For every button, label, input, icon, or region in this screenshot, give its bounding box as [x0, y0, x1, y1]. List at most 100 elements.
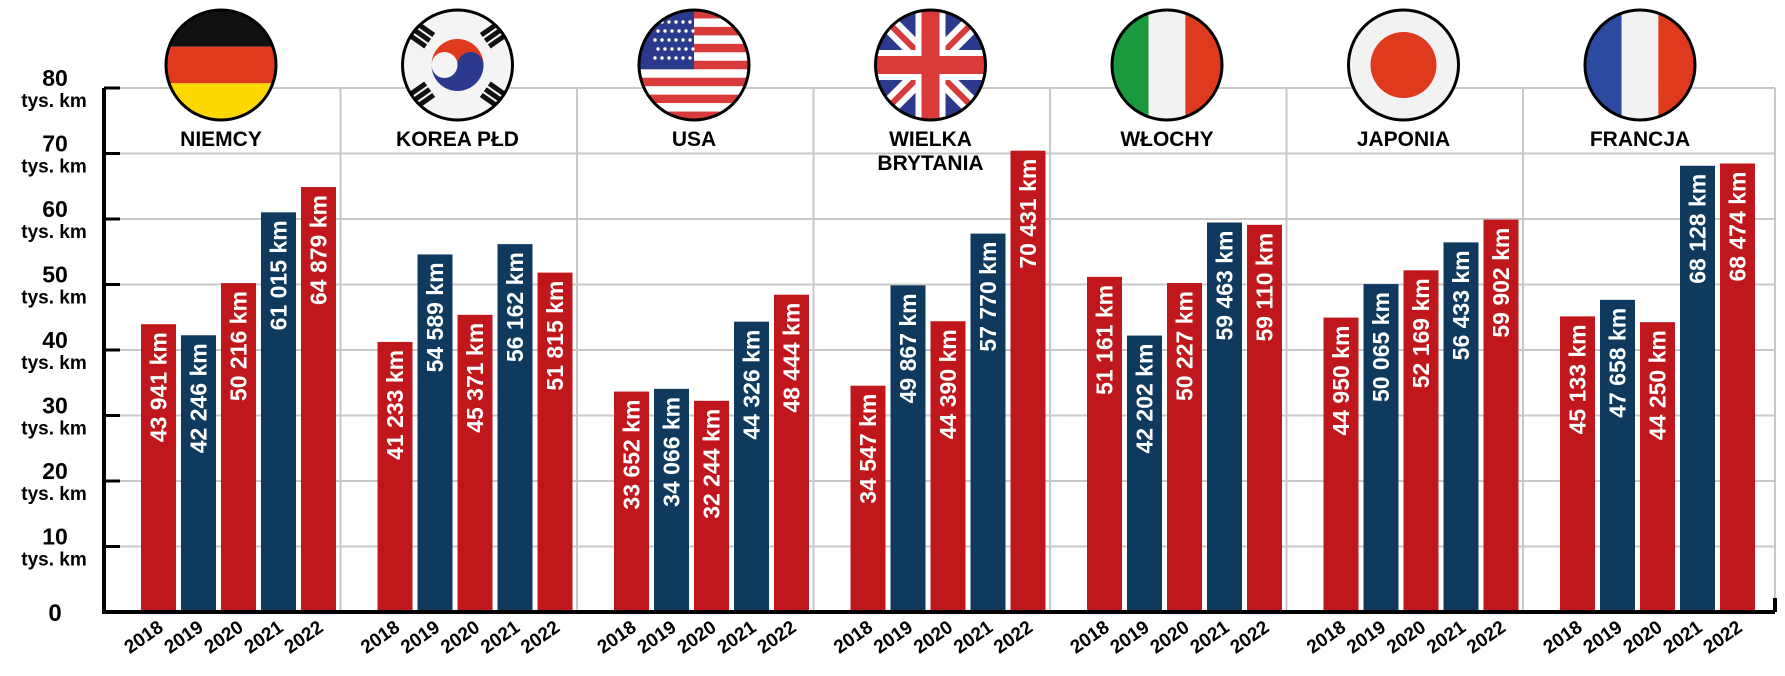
bar [1403, 270, 1439, 612]
bar [377, 341, 413, 612]
x-tick-label: 2020 [1383, 617, 1430, 658]
bar-value-label: 56 162 km [502, 252, 528, 362]
france-flag-icon [1583, 8, 1697, 122]
flag-outline [1347, 8, 1460, 122]
flag-outline [874, 8, 987, 122]
bar [890, 285, 926, 612]
bar-value-label: 59 110 km [1252, 233, 1278, 342]
bar [930, 321, 966, 612]
bar-value-label: 51 161 km [1092, 285, 1118, 395]
bar [301, 187, 336, 613]
bar [1560, 316, 1595, 612]
germany-flag-icon [164, 8, 278, 122]
bar [1483, 219, 1519, 612]
x-tick-label: 2019 [161, 617, 208, 658]
bar [537, 272, 573, 612]
bar-value-label: 32 244 km [699, 409, 725, 519]
x-tick-label: 2020 [437, 617, 484, 658]
bar-value-label: 44 250 km [1645, 330, 1671, 440]
x-tick-label: 2018 [594, 617, 641, 658]
x-tick-label: 2021 [1423, 617, 1470, 659]
x-tick-label: 2018 [357, 617, 404, 658]
bar-value-label: 45 371 km [462, 323, 488, 433]
flag-outline [1583, 8, 1697, 122]
x-tick-label: 2022 [517, 617, 564, 658]
y-tick-unit: tys. km [21, 550, 86, 571]
y-tick-unit: tys. km [21, 288, 86, 309]
bar-value-label: 52 169 km [1408, 278, 1434, 388]
bar-value-label: 44 390 km [935, 329, 961, 439]
x-tick-label: 2018 [1303, 617, 1350, 658]
bar [221, 283, 256, 612]
bar [850, 385, 886, 612]
bar [774, 294, 809, 612]
y-tick-label: 10 [42, 524, 68, 550]
y-tick-unit: tys. km [21, 91, 86, 112]
x-tick-label: 2018 [830, 617, 877, 658]
bar [970, 233, 1006, 612]
y-tick-label: 50 [42, 262, 68, 288]
x-tick-label: 2022 [1463, 617, 1510, 658]
x-tick-label: 2020 [674, 617, 721, 658]
bar-value-label: 70 431 km [1015, 159, 1041, 269]
bar-value-label: 59 463 km [1212, 231, 1238, 341]
bar [141, 324, 176, 612]
bar [654, 388, 689, 612]
y-tick-label: 80 [42, 65, 68, 91]
y-tick-label: 70 [42, 131, 68, 157]
x-tick-label: 2022 [281, 617, 328, 658]
bar [1247, 224, 1282, 612]
y-tick-unit: tys. km [21, 484, 86, 505]
south-korea-flag-icon [401, 8, 514, 122]
bar-value-label: 33 652 km [619, 400, 645, 510]
x-tick-label: 2021 [714, 617, 761, 659]
flag-outline [401, 8, 514, 122]
y-tick-label: 40 [42, 327, 68, 353]
country-name: USA [672, 128, 716, 151]
country-name: WŁOCHY [1120, 128, 1213, 151]
bar [734, 321, 769, 612]
y-tick-label: 0 [48, 600, 61, 627]
bar-value-label: 34 547 km [855, 394, 881, 504]
bar [1323, 317, 1359, 612]
bar-value-label: 44 950 km [1328, 326, 1354, 436]
flag-outline [1110, 8, 1224, 122]
bar [614, 391, 649, 612]
country-name: BRYTANIA [877, 152, 983, 175]
x-tick-label: 2021 [477, 617, 524, 659]
x-tick-label: 2019 [397, 617, 444, 658]
bar [1167, 283, 1202, 612]
y-tick-unit: tys. km [21, 353, 86, 374]
bar [1363, 284, 1399, 612]
x-tick-label: 2021 [241, 617, 288, 659]
bar-value-label: 42 202 km [1132, 344, 1158, 454]
bar-value-label: 49 867 km [895, 293, 921, 403]
bar-value-label: 56 433 km [1448, 250, 1474, 360]
y-tick-label: 20 [42, 458, 68, 484]
flag-outline [637, 8, 751, 122]
bar-value-label: 45 133 km [1565, 324, 1591, 434]
y-tick-unit: tys. km [21, 157, 86, 178]
country-name: FRANCJA [1590, 128, 1690, 151]
bar-value-label: 59 902 km [1488, 228, 1514, 338]
bar [1207, 222, 1242, 613]
country-name: JAPONIA [1357, 128, 1450, 151]
bar-value-label: 41 233 km [382, 350, 408, 460]
uk-flag-icon [874, 8, 987, 122]
x-tick-label: 2018 [1540, 617, 1587, 658]
bar-value-label: 48 444 km [779, 303, 805, 413]
country-name: WIELKA [889, 128, 972, 151]
bar [1720, 163, 1755, 612]
x-tick-label: 2020 [910, 617, 957, 658]
x-tick-label: 2022 [754, 617, 801, 658]
y-tick-label: 60 [42, 196, 68, 222]
bar [457, 314, 493, 612]
x-tick-label: 2021 [950, 617, 997, 659]
bar-value-label: 50 065 km [1368, 292, 1394, 402]
bar-value-label: 51 815 km [542, 281, 568, 391]
bar-value-label: 61 015 km [266, 220, 292, 330]
bar [694, 400, 729, 612]
bar [1127, 335, 1162, 612]
